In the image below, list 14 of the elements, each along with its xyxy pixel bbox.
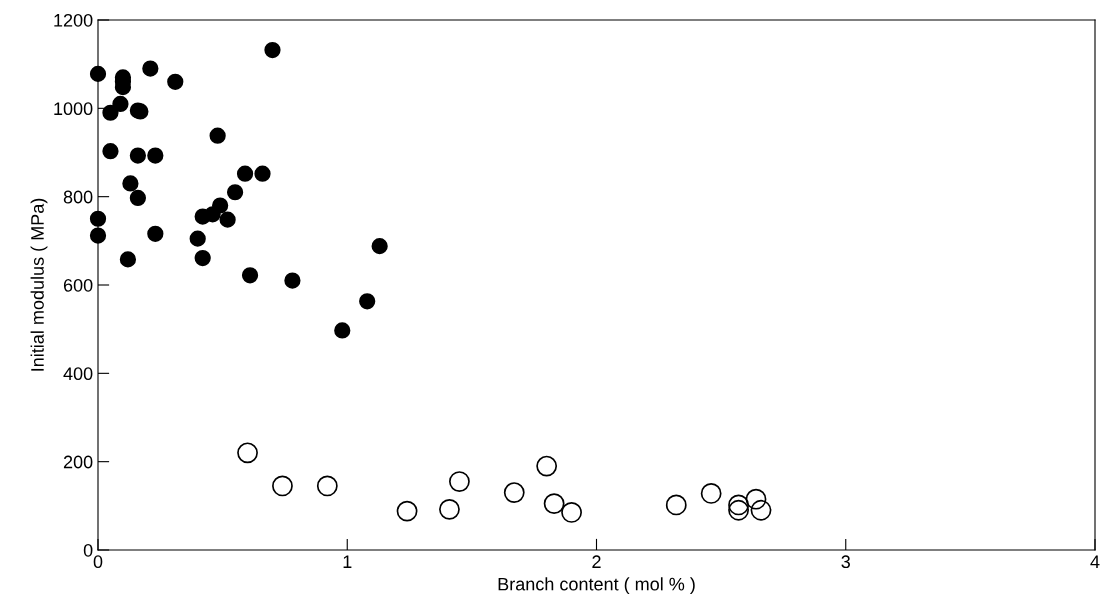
x-tick-label: 3: [841, 555, 850, 569]
x-tick-label: 4: [1090, 555, 1100, 568]
x-tick-label: 0: [93, 555, 103, 569]
y-tick-label: 600: [63, 278, 93, 292]
x-axis-title: Branch content ( mol % ): [498, 577, 695, 595]
x-tick-label: 1: [343, 555, 352, 568]
y-tick-label: 800: [63, 190, 93, 204]
y-tick-label: 0: [83, 543, 93, 557]
x-tick-label: 2: [592, 555, 601, 568]
y-tick-label: 200: [63, 455, 93, 469]
y-tick-label: 1000: [54, 102, 93, 116]
y-tick-label: 1200: [54, 13, 93, 27]
y-tick-label: 400: [63, 367, 93, 381]
y-axis-title: Initial modulus ( MPa): [30, 198, 48, 371]
